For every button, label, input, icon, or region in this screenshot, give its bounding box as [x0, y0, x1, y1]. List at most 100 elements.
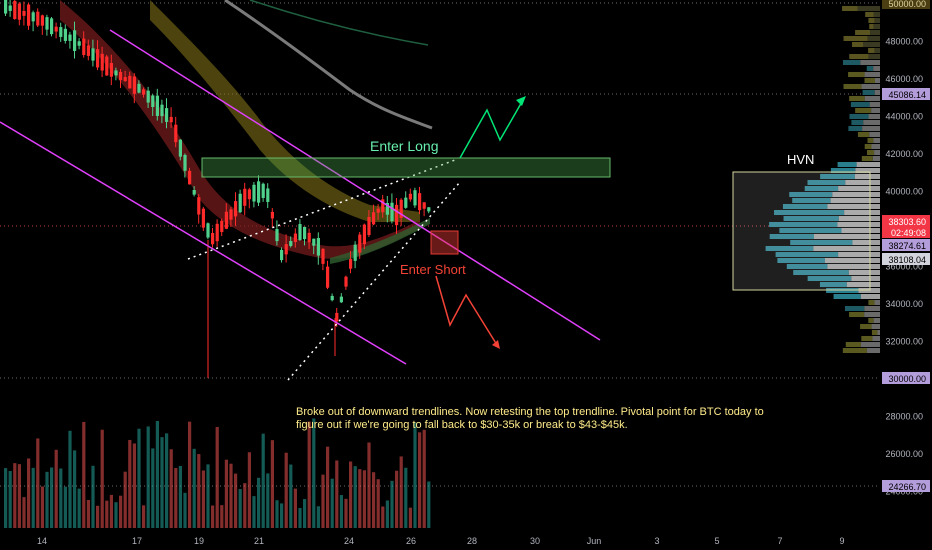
vp-bar [844, 306, 865, 311]
vp-bar [842, 348, 867, 353]
volume-bar [321, 474, 325, 528]
candle-body [142, 89, 146, 95]
volume-bar [50, 467, 54, 528]
volume-bar [390, 480, 394, 528]
vp-bar [868, 114, 880, 119]
y-tick-label: 32000.00 [885, 337, 923, 347]
y-tick-label: 28000.00 [885, 412, 923, 422]
volume-bar [261, 433, 265, 528]
x-tick-label: 26 [406, 536, 416, 546]
candle-body [353, 244, 357, 261]
volume-bar [86, 499, 90, 528]
vp-bar [868, 54, 880, 59]
price-label: 38274.61 [888, 241, 926, 251]
volume-bar [385, 500, 389, 528]
volume-bar [178, 465, 182, 528]
vp-bar [769, 234, 814, 239]
volume-bar [330, 478, 334, 528]
vp-bar [849, 96, 865, 101]
x-tick-label: 5 [714, 536, 719, 546]
price-label-bg [882, 372, 930, 384]
candle-body [395, 204, 399, 226]
vp-bar [783, 216, 839, 221]
y-tick-label: 46000.00 [885, 74, 923, 84]
vp-bar [838, 252, 880, 257]
candle-body [192, 190, 196, 195]
price-label: 38303.60 [888, 217, 926, 227]
candle-body [146, 90, 150, 103]
volume-bar [303, 499, 307, 528]
price-label: 38108.04 [888, 255, 926, 265]
vp-bar [872, 336, 880, 341]
candle-body [17, 3, 21, 20]
vp-bar [851, 120, 864, 125]
vp-bar [844, 210, 880, 215]
vp-bar [862, 126, 880, 131]
price-label: 45086.14 [888, 90, 926, 100]
y-tick-label: 34000.00 [885, 299, 923, 309]
candle-body [418, 193, 422, 211]
vp-bar [861, 84, 880, 89]
volume-bar [192, 448, 196, 528]
volume-bar [418, 432, 422, 528]
candle-body [362, 224, 366, 245]
candle-body [91, 48, 95, 61]
candle-body [335, 312, 339, 322]
vp-bar [873, 24, 880, 29]
candle-body [312, 238, 316, 246]
volume-bar [105, 500, 109, 528]
candle-body [160, 104, 164, 117]
vp-bar [873, 12, 880, 17]
candle-body [326, 266, 330, 288]
vp-bar [851, 276, 880, 281]
vp-bar [845, 342, 861, 347]
down-arrow-path [435, 275, 498, 346]
x-tick-label: 3 [654, 536, 659, 546]
vp-bar [837, 222, 880, 227]
candle-body [321, 248, 325, 264]
candle-body [151, 95, 155, 107]
vp-bar [854, 174, 880, 179]
volume-bar [8, 471, 12, 528]
price-label-bg [882, 226, 930, 238]
volume-bar [229, 463, 233, 528]
volume-bar [54, 449, 58, 528]
candle-body [206, 223, 210, 238]
volume-bar [358, 469, 362, 528]
candle-body [59, 27, 63, 37]
candle-body [339, 296, 343, 303]
candle-body [252, 184, 256, 202]
candle-body [165, 108, 169, 122]
candle-body [303, 226, 307, 240]
vp-bar [868, 318, 874, 323]
candle-body [372, 212, 376, 225]
volume-bar [82, 421, 86, 528]
vp-bar [845, 180, 880, 185]
dotted-support [287, 181, 461, 381]
vp-bar [846, 282, 880, 287]
vp-bar [855, 30, 871, 35]
volume-bar [128, 439, 132, 528]
vp-bar [807, 180, 846, 185]
candle-body [63, 28, 67, 41]
price-label-bg [882, 239, 930, 251]
candle-body [289, 241, 293, 246]
candle-body [77, 41, 81, 46]
vp-bar [864, 144, 872, 149]
price-label-bg [882, 215, 930, 227]
volume-bar [77, 488, 81, 528]
volume-bar [404, 467, 408, 528]
price-label: 02:49:08 [891, 228, 926, 238]
candle-body [96, 49, 100, 68]
candle-body [27, 4, 31, 26]
candle-body [128, 75, 132, 89]
vp-bar [855, 168, 880, 173]
volume-bar [422, 429, 426, 528]
volume-bar [13, 463, 17, 528]
volume-bar [243, 483, 247, 528]
vp-bar [793, 270, 849, 275]
vp-bar [864, 72, 880, 77]
vp-bar [807, 276, 852, 281]
candle-body [109, 62, 113, 77]
